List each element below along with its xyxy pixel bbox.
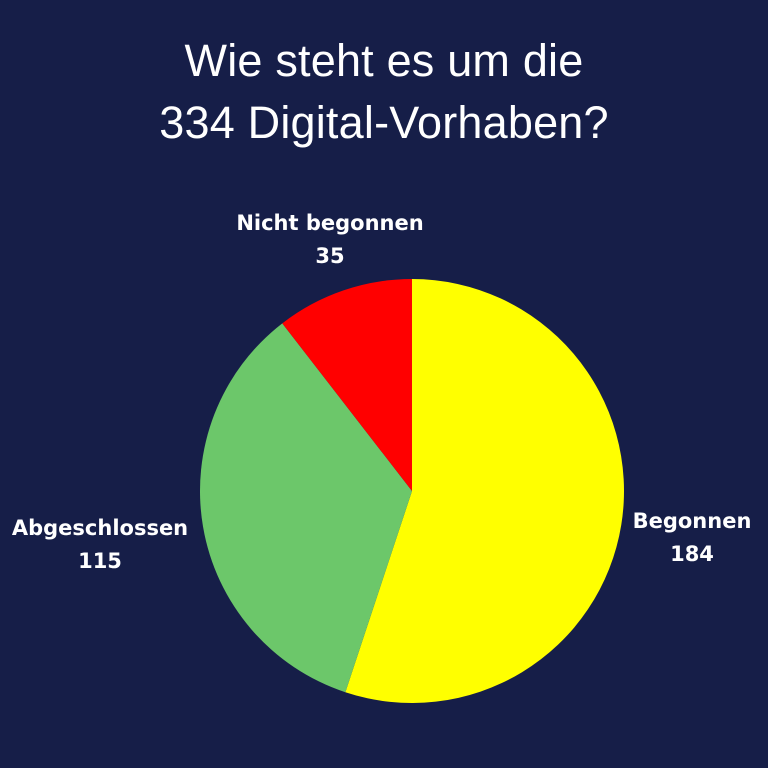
- chart-title: Wie steht es um die 334 Digital-Vorhaben…: [0, 30, 768, 154]
- chart-title-line-2: 334 Digital-Vorhaben?: [159, 97, 609, 148]
- chart-title-line-1: Wie steht es um die: [184, 35, 584, 86]
- slice-label-nicht-begonnen-name: Nicht begonnen: [236, 211, 424, 235]
- slice-label-nicht-begonnen: Nicht begonnen 35: [220, 207, 440, 273]
- slice-label-begonnen: Begonnen 184: [612, 505, 768, 571]
- slice-label-begonnen-name: Begonnen: [632, 509, 752, 533]
- slice-label-nicht-begonnen-value: 35: [315, 244, 345, 268]
- slice-label-begonnen-value: 184: [670, 542, 714, 566]
- slice-label-abgeschlossen-value: 115: [78, 549, 122, 573]
- slice-label-abgeschlossen-name: Abgeschlossen: [11, 516, 189, 540]
- pie-slice-begonnen: [345, 279, 625, 703]
- pie-slice-nicht-begonnen: [282, 279, 412, 491]
- pie-slice-abgeschlossen: [200, 323, 412, 693]
- slice-label-abgeschlossen: Abgeschlossen 115: [0, 512, 200, 578]
